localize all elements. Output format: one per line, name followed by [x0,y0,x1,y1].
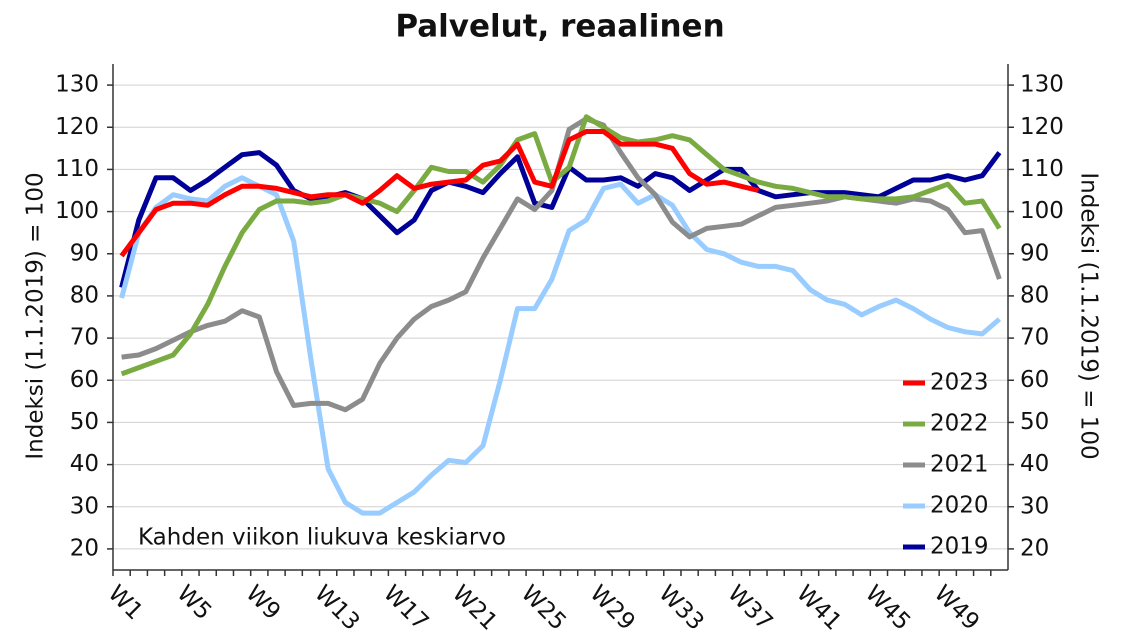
legend-label: 2020 [930,493,989,519]
y-tick-label: 40 [70,451,99,477]
y2-tick-label: 20 [1020,535,1049,561]
y2-axis-label: Indeksi (1.1.2019) = 100 [1076,172,1102,459]
y2-tick-label: 80 [1020,282,1049,308]
legend-label: 2019 [930,534,989,560]
legend-label: 2022 [930,411,989,437]
y2-tick-label: 50 [1020,409,1049,435]
x-tick-label: W33 [654,580,709,635]
x-tick-label: W13 [309,580,364,635]
x-tick-label: W45 [860,580,915,635]
y-tick-label: 120 [55,114,99,140]
x-tick-label: W37 [722,580,777,635]
chart-title: Palvelut, reaalinen [395,9,724,45]
x-tick-label: W17 [378,580,433,635]
y2-tick-label: 130 [1020,72,1064,98]
y-tick-label: 80 [70,282,99,308]
series-line [119,150,1002,289]
y-axis-label: Indeksi (1.1.2019) = 100 [23,172,49,459]
y-tick-label: 60 [70,367,99,393]
legend-label: 2023 [930,370,989,396]
y2-tick-label: 120 [1020,114,1064,140]
series-line [119,129,759,258]
y-tick-label: 30 [70,493,99,519]
y2-tick-label: 110 [1020,156,1064,182]
y-tick-label: 130 [55,72,99,98]
y-tick-label: 20 [70,535,99,561]
y2-tick-label: 30 [1020,493,1049,519]
series-line [120,114,1002,377]
x-tick-label: W49 [929,580,984,635]
y-tick-label: 90 [70,240,99,266]
y2-tick-label: 60 [1020,367,1049,393]
annotation: Kahden viikon liukuva keskiarvo [138,525,506,551]
y2-tick-label: 40 [1020,451,1049,477]
legend-label: 2021 [930,452,989,478]
x-tick-label: W5 [172,580,217,625]
series-line [119,175,1002,516]
y-tick-label: 50 [70,409,99,435]
x-tick-label: W1 [103,580,148,625]
x-tick-label: W21 [447,580,502,635]
y-tick-label: 100 [55,198,99,224]
y-tick-label: 110 [55,156,99,182]
x-tick-label: W25 [516,580,571,635]
y2-tick-label: 90 [1020,240,1049,266]
y2-tick-label: 100 [1020,198,1064,224]
x-tick-label: W9 [240,580,285,625]
y-tick-label: 70 [70,325,99,351]
x-tick-label: W29 [585,580,640,635]
y2-tick-label: 70 [1020,325,1049,351]
x-tick-label: W41 [791,580,846,635]
